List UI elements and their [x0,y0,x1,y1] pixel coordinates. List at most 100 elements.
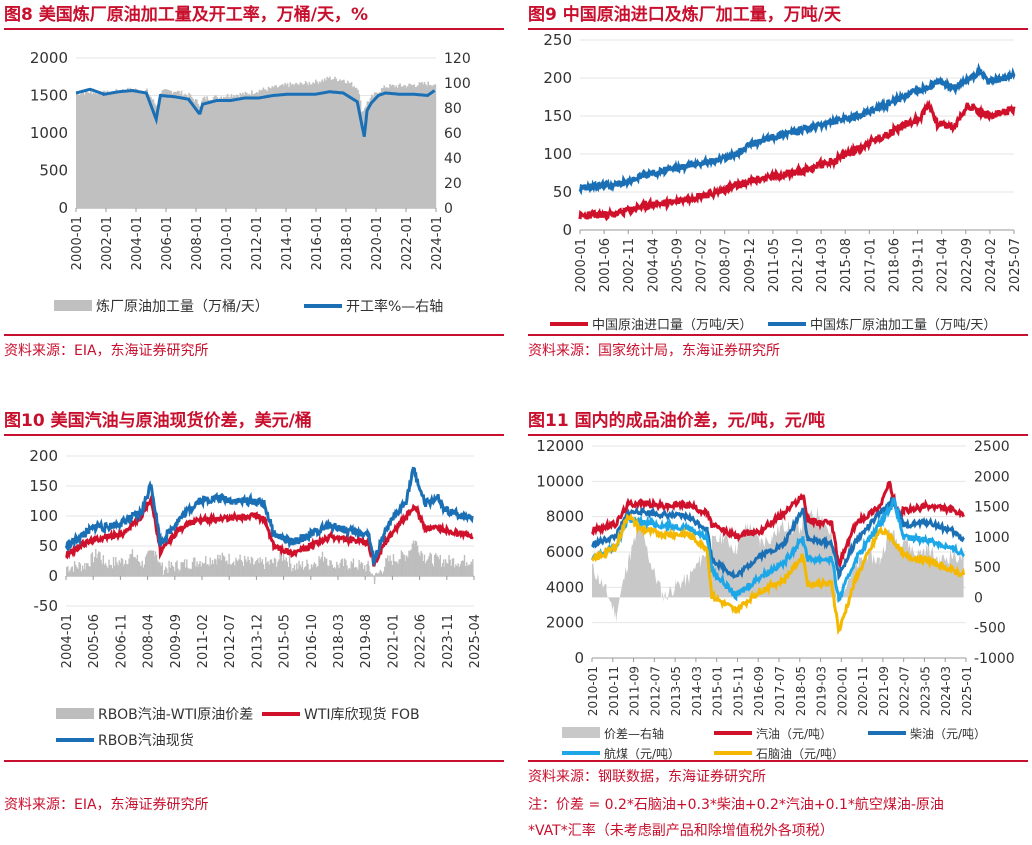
x-tick-label: 2019-08 [359,614,374,668]
bar [307,563,309,576]
bar [254,92,257,208]
bar [376,93,378,208]
bar [141,560,143,576]
x-tick-label: 2013-05 [669,666,683,716]
bar [450,565,452,576]
bar [66,567,68,576]
bar [271,562,274,576]
bar [110,91,113,208]
bar [80,571,83,576]
bar [237,94,239,208]
bar [299,564,301,576]
bar [210,99,212,208]
bar [169,567,171,576]
bar [357,569,359,576]
y-tick-label: 200 [543,69,572,87]
bar [340,559,343,576]
x-tick-label: 2018-01 [340,216,355,270]
bar [351,563,353,576]
line-series [578,99,1016,222]
bar [422,84,424,208]
bar [273,557,276,576]
bar [380,571,383,576]
bar [270,559,273,576]
bar [259,557,261,576]
x-tick-label: 2001-06 [598,238,613,292]
bar [292,571,295,576]
bar [357,89,359,208]
bar [382,88,384,208]
panel-us-gasoline: 图10 美国汽油与原油现货价差，美元/桶 -50 0 50 100 150 200 2004… [4,406,504,826]
bar [115,557,117,576]
y2-tick-label: 500 [974,560,1001,576]
bar [87,563,89,576]
bar [205,99,207,208]
bar [298,560,300,576]
bar [305,566,307,576]
bar [68,571,70,576]
bar [368,565,370,576]
bar [139,90,142,208]
bar [240,559,242,576]
bar [413,543,415,576]
bar [164,566,167,576]
bar [428,84,431,208]
y-tick-label: 0 [574,649,584,667]
bar [286,85,289,208]
bar [344,82,347,208]
bar [408,550,410,576]
bar [414,540,417,576]
bar [410,84,413,208]
bar [325,80,327,208]
y-tick-label: 0 [48,567,58,585]
bar [431,563,434,576]
bar [238,559,240,576]
bar [239,554,241,576]
legend-label: RBOB汽油现货 [98,732,194,749]
x-tick-label: 2007-02 [695,238,710,292]
bar [150,550,153,576]
bar [394,87,396,208]
bar [89,566,91,576]
bar [290,563,292,576]
bar [443,566,446,576]
bar [283,559,285,576]
y-tick-label: 50 [553,183,572,201]
x-tick-label: 2020-11 [856,666,870,716]
bar [216,97,219,208]
bar [329,76,331,208]
bar [201,100,203,208]
bar [321,551,324,576]
bar [242,92,244,208]
bar [128,558,130,576]
x-tick-label: 2025-04 [468,614,483,668]
x-tick-label: 2004-04 [646,238,661,292]
bar [345,83,348,208]
bar [209,557,211,576]
x-tick-label: 2012-01 [250,216,265,270]
bar [316,567,318,576]
bar [286,561,289,576]
bar [223,556,226,576]
bar [266,91,269,208]
bar [205,556,207,576]
x-tick-label: 2005-06 [87,614,102,668]
bar [267,561,269,576]
bar [460,561,463,576]
bar [148,550,150,576]
bar [358,559,360,576]
bar [262,87,265,208]
bar [243,94,245,208]
bar [391,565,394,576]
x-tick-label: 2025-07 [1008,238,1023,292]
bar [390,560,392,576]
bar [372,96,375,208]
bar [275,85,278,208]
bar [137,91,139,208]
bar [79,563,81,576]
bar [404,555,406,576]
bar [245,559,247,576]
bar [267,86,270,208]
bar [254,561,257,576]
bar [189,568,191,576]
